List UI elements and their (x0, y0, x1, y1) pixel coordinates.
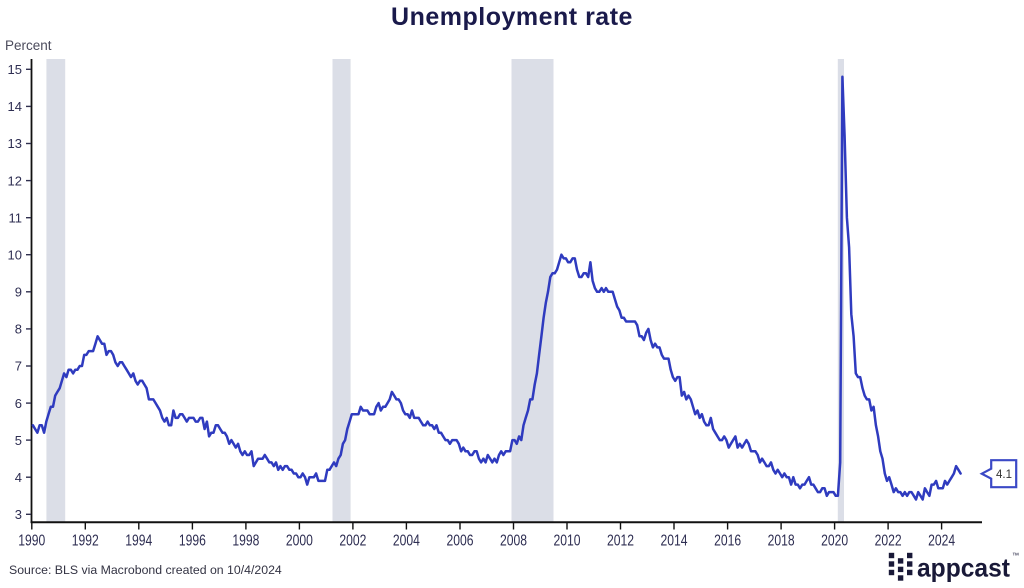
svg-text:4.1: 4.1 (996, 469, 1012, 481)
svg-text:1998: 1998 (232, 533, 259, 550)
svg-text:2024: 2024 (928, 533, 955, 550)
svg-text:10: 10 (8, 247, 22, 262)
svg-text:14: 14 (8, 99, 22, 114)
svg-text:9: 9 (15, 285, 22, 300)
svg-text:2014: 2014 (661, 533, 688, 550)
svg-text:1996: 1996 (179, 533, 206, 550)
svg-text:2004: 2004 (393, 533, 420, 550)
svg-text:2012: 2012 (607, 533, 634, 550)
svg-text:2010: 2010 (554, 533, 581, 550)
svg-text:13: 13 (8, 136, 22, 151)
svg-text:2002: 2002 (339, 533, 366, 550)
svg-text:4: 4 (15, 470, 22, 485)
svg-text:2022: 2022 (875, 533, 902, 550)
svg-text:2008: 2008 (500, 533, 527, 550)
svg-text:5: 5 (15, 433, 22, 448)
svg-text:2016: 2016 (714, 533, 741, 550)
svg-text:1994: 1994 (125, 533, 152, 550)
svg-text:11: 11 (9, 210, 23, 225)
svg-text:2006: 2006 (447, 533, 474, 550)
svg-text:8: 8 (15, 322, 22, 337)
svg-text:1992: 1992 (72, 533, 99, 550)
svg-text:2020: 2020 (821, 533, 848, 550)
svg-text:1990: 1990 (18, 533, 45, 550)
svg-text:2018: 2018 (768, 533, 795, 550)
svg-text:™: ™ (1012, 553, 1019, 560)
svg-text:2000: 2000 (286, 533, 313, 550)
svg-text:12: 12 (8, 173, 22, 188)
svg-text:7: 7 (15, 359, 22, 374)
svg-text:appcast: appcast (917, 553, 1010, 583)
svg-text:15: 15 (8, 62, 22, 77)
svg-text:3: 3 (15, 507, 22, 522)
svg-text:6: 6 (15, 396, 22, 411)
